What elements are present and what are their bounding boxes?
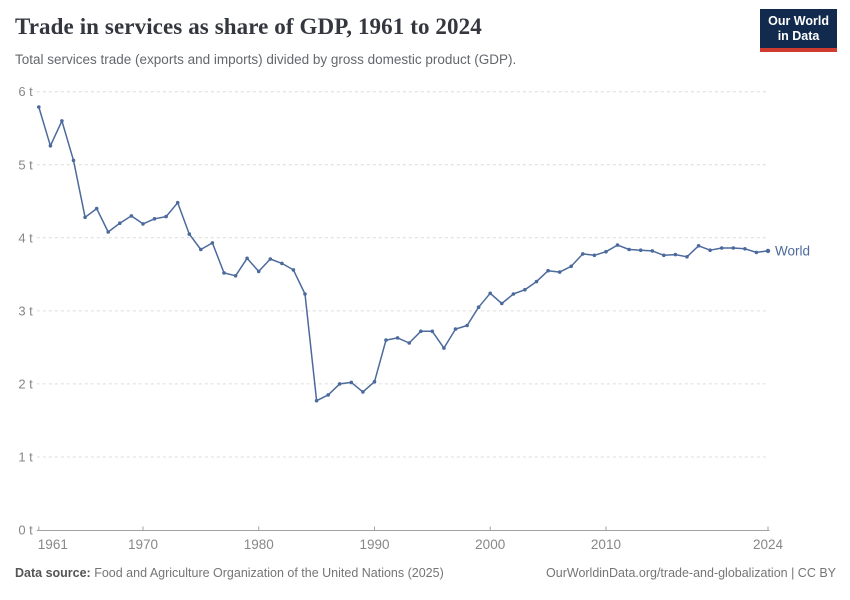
data-point[interactable]	[673, 252, 678, 257]
y-tick-label: 4 t	[18, 230, 33, 245]
data-point[interactable]	[94, 206, 99, 211]
data-point[interactable]	[233, 274, 238, 278]
data-point[interactable]	[384, 338, 388, 342]
data-point[interactable]	[256, 269, 261, 274]
data-point[interactable]	[60, 119, 64, 123]
data-point[interactable]	[442, 346, 446, 350]
data-point[interactable]	[164, 214, 168, 219]
y-tick-label: 0 t	[18, 523, 33, 538]
data-point[interactable]	[71, 158, 76, 163]
world-line[interactable]	[38, 106, 769, 402]
x-tick-label: 2024	[753, 537, 784, 552]
data-point[interactable]	[604, 249, 608, 254]
data-point[interactable]	[430, 329, 435, 334]
owid-logo-line1: Our World	[768, 14, 829, 28]
data-point[interactable]	[118, 221, 122, 225]
y-tick-label: 3 t	[18, 303, 33, 318]
data-point[interactable]	[511, 292, 516, 296]
data-point[interactable]	[372, 379, 377, 384]
data-point[interactable]	[37, 105, 41, 109]
data-point[interactable]	[361, 390, 365, 394]
data-point[interactable]	[210, 241, 215, 245]
data-point[interactable]	[708, 248, 712, 252]
data-point[interactable]	[685, 254, 689, 259]
y-tick-label: 1 t	[18, 449, 33, 464]
data-point[interactable]	[395, 336, 400, 340]
data-point[interactable]	[407, 341, 412, 345]
data-point[interactable]	[650, 249, 655, 253]
data-point[interactable]	[638, 248, 643, 252]
page-subtitle: Total services trade (exports and import…	[15, 52, 517, 67]
data-point[interactable]	[349, 380, 354, 385]
data-point[interactable]	[696, 244, 701, 248]
x-tick-label: 2000	[475, 537, 505, 552]
data-point[interactable]	[627, 247, 631, 252]
data-point[interactable]	[581, 252, 585, 256]
data-point[interactable]	[569, 264, 573, 269]
y-tick-label: 2 t	[18, 376, 33, 391]
data-point[interactable]	[268, 257, 273, 261]
data-point[interactable]	[303, 292, 307, 296]
data-point[interactable]	[743, 247, 747, 251]
data-point[interactable]	[488, 291, 493, 296]
chart-footer: Data source: Food and Agriculture Organi…	[15, 566, 836, 580]
data-point[interactable]	[419, 329, 423, 334]
data-source-label: Data source:	[15, 566, 91, 580]
data-point[interactable]	[662, 253, 666, 258]
data-point[interactable]	[719, 246, 724, 250]
data-point[interactable]	[280, 261, 284, 266]
data-point[interactable]	[83, 215, 87, 220]
data-point[interactable]	[245, 256, 249, 261]
data-point[interactable]	[48, 144, 53, 148]
x-tick-label: 1970	[128, 537, 158, 552]
data-point[interactable]	[291, 268, 296, 272]
data-point[interactable]	[129, 214, 134, 218]
data-point[interactable]	[731, 246, 736, 250]
page-title: Trade in services as share of GDP, 1961 …	[15, 14, 482, 39]
data-point[interactable]	[465, 323, 469, 328]
data-point[interactable]	[141, 222, 145, 226]
data-point[interactable]	[326, 393, 331, 397]
data-point[interactable]	[453, 327, 458, 331]
owid-logo[interactable]: Our World in Data	[760, 9, 837, 52]
world-series-label[interactable]: World	[775, 243, 810, 258]
x-tick-label: 1980	[244, 537, 274, 552]
data-point[interactable]	[175, 200, 180, 205]
data-point[interactable]	[754, 250, 759, 255]
data-point[interactable]	[615, 243, 620, 247]
data-point[interactable]	[500, 301, 504, 306]
data-point[interactable]	[523, 287, 527, 292]
data-point[interactable]	[557, 270, 562, 274]
data-point[interactable]	[222, 271, 226, 275]
data-point[interactable]	[765, 248, 771, 254]
y-tick-label: 5 t	[18, 157, 33, 172]
data-point[interactable]	[106, 230, 110, 234]
data-source: Data source: Food and Agriculture Organi…	[15, 566, 444, 580]
data-point[interactable]	[534, 279, 539, 284]
data-point[interactable]	[546, 268, 550, 273]
footer-citation-link[interactable]: OurWorldinData.org/trade-and-globalizati…	[546, 566, 836, 580]
x-tick-label: 2010	[591, 537, 621, 552]
data-point[interactable]	[592, 253, 597, 258]
data-point[interactable]	[187, 232, 192, 236]
data-point[interactable]	[152, 217, 157, 221]
data-source-text: Food and Agriculture Organization of the…	[94, 566, 444, 580]
y-tick-label: 6 t	[18, 84, 33, 99]
data-point[interactable]	[476, 305, 481, 310]
x-tick-label: 1961	[38, 537, 68, 552]
x-tick-label: 1990	[359, 537, 389, 552]
data-point[interactable]	[314, 398, 319, 403]
data-point[interactable]	[199, 247, 203, 252]
owid-logo-line2: in Data	[777, 29, 820, 44]
data-point[interactable]	[337, 382, 342, 386]
